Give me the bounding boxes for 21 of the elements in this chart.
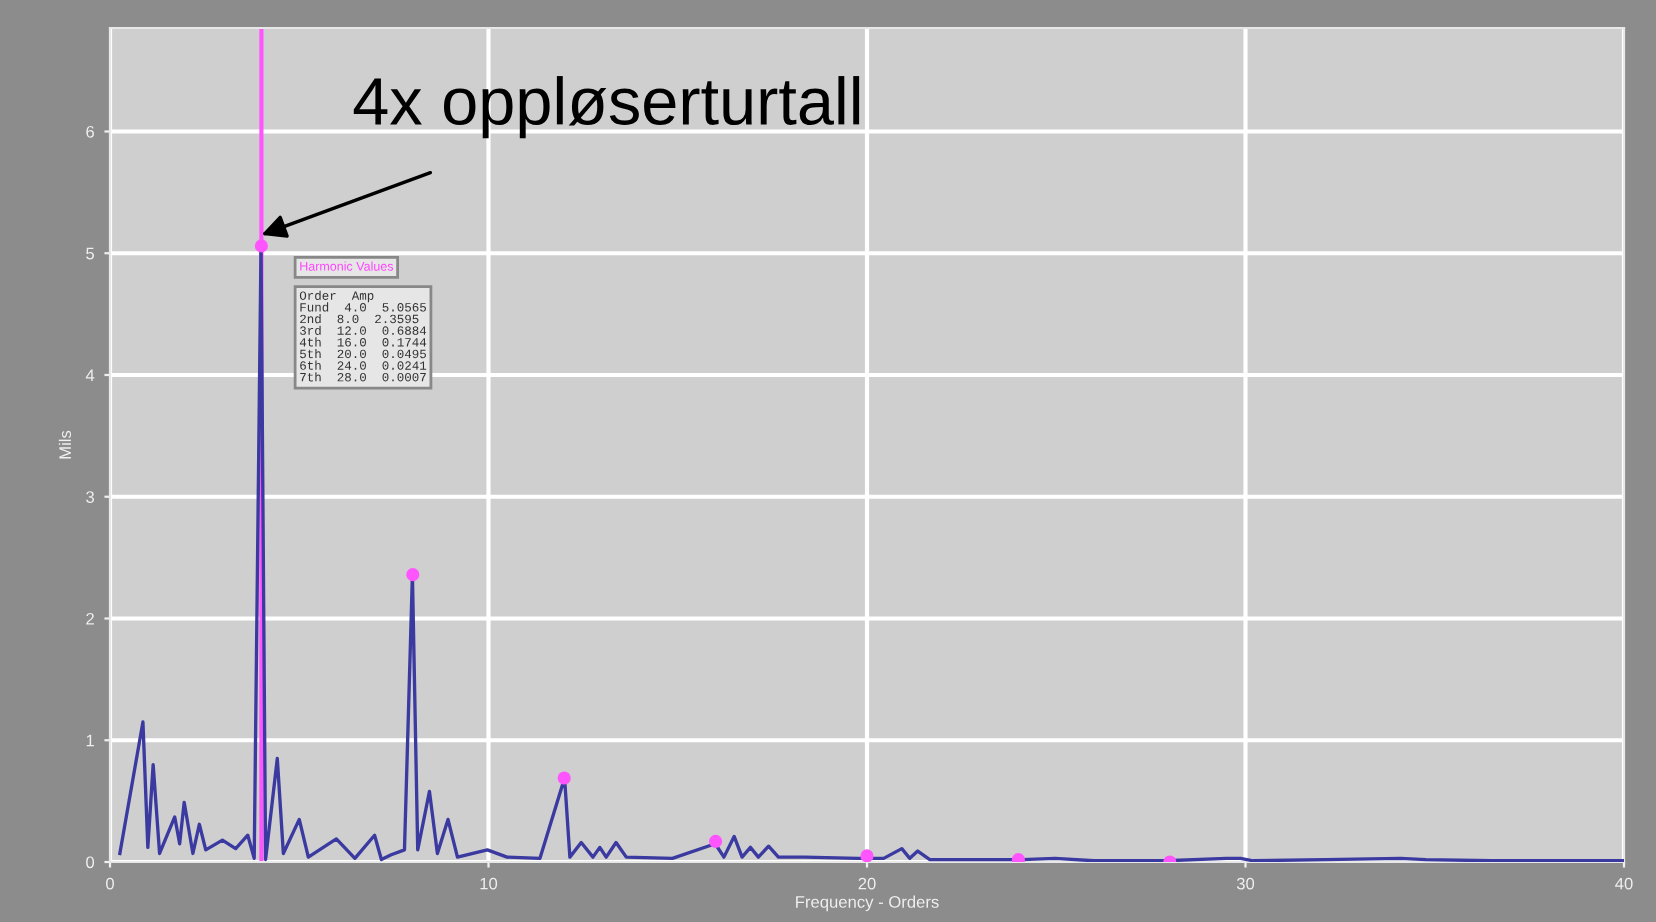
y-tick-label: 0 [86, 856, 95, 869]
x-tick-label: 10 [480, 877, 498, 890]
y-tick-label: 3 [86, 491, 94, 503]
x-tick-label: 30 [1236, 877, 1255, 890]
x-tick-label: 20 [858, 877, 876, 890]
x-tick-label: 40 [1615, 877, 1633, 890]
y-axis-title: Mils [58, 430, 72, 459]
point [860, 849, 874, 862]
x-axis-title: Frequency - Orders [796, 895, 939, 912]
point [557, 771, 571, 785]
x-tick-label: 0 [106, 877, 114, 890]
y-tick-label: 1 [86, 734, 94, 747]
annotation: 4x oppløserturtall [353, 76, 860, 139]
point [254, 239, 268, 253]
y-tick-label: 4 [85, 369, 95, 382]
point [406, 568, 420, 582]
point [709, 834, 723, 848]
y-tick-label: 5 [86, 247, 95, 260]
point [1011, 852, 1025, 862]
y-tick-label: 2 [86, 612, 94, 625]
y-tick-label: 6 [86, 125, 94, 138]
